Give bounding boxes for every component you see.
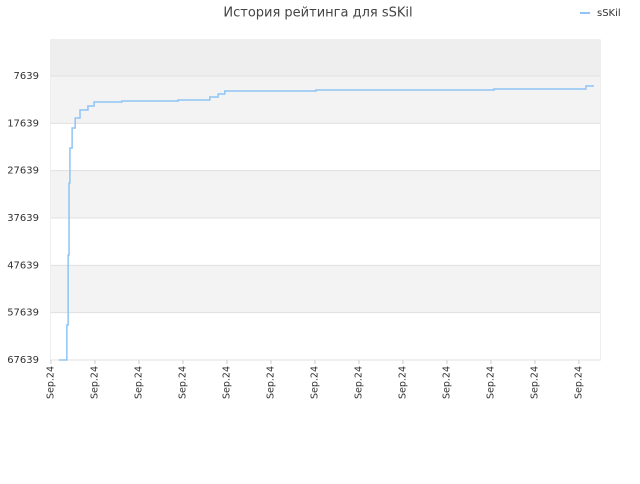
y-tick-label: 47639: [7, 260, 39, 271]
y-tick-label: 27639: [7, 166, 39, 177]
band: [51, 265, 600, 313]
x-tick-label: Sep.24: [485, 366, 496, 399]
y-tick-label: 7639: [14, 71, 39, 82]
y-tick-label: 67639: [7, 355, 39, 366]
x-tick-label: Sep.24: [221, 366, 232, 399]
y-tick-label: 57639: [7, 308, 39, 319]
x-tick-label: Sep.24: [573, 366, 584, 399]
chart-title: История рейтинга для sSKil: [223, 6, 412, 21]
x-tick-label: Sep.24: [46, 366, 57, 399]
x-tick-label: Sep.24: [89, 366, 100, 399]
band: [51, 123, 600, 171]
x-tick-label: Sep.24: [397, 366, 408, 399]
x-tick-label: Sep.24: [353, 366, 364, 399]
y-tick-label: 37639: [7, 213, 39, 224]
line: [58, 85, 594, 361]
y-tick-label: 17639: [7, 118, 39, 129]
x-tick-label: Sep.24: [309, 366, 320, 399]
band: [51, 76, 600, 124]
x-tick-label: Sep.24: [441, 366, 452, 399]
band: [51, 312, 600, 360]
band: [51, 170, 600, 219]
x-tick-label: Sep.24: [133, 366, 144, 399]
legend-label: sSKil: [597, 8, 621, 19]
band: [51, 218, 600, 266]
band: [51, 40, 600, 77]
x-tick-label: Sep.24: [177, 366, 188, 399]
x-tick-label: Sep.24: [529, 366, 540, 399]
x-tick-label: Sep.24: [265, 366, 276, 399]
